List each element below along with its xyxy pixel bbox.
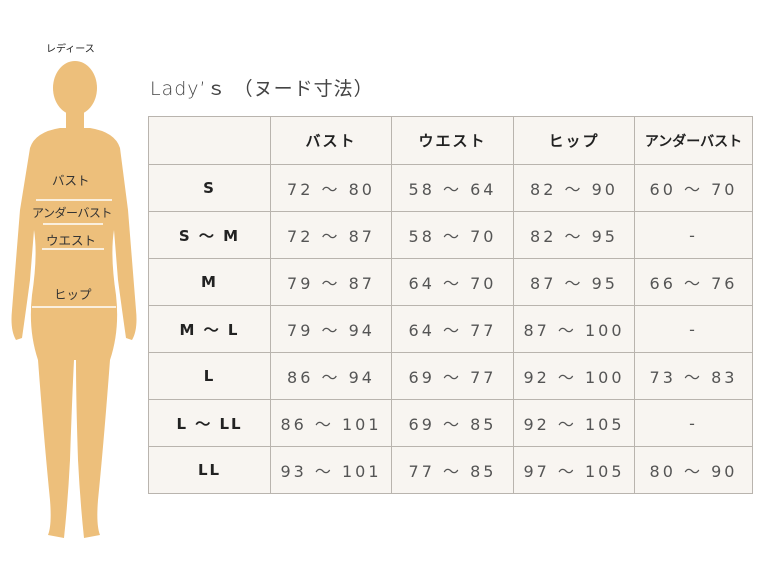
- table-row: LL 93 ～ 101 77 ～ 85 97 ～ 105 80 ～ 90: [148, 446, 753, 494]
- header-hip: ヒップ: [513, 116, 635, 165]
- cell-hip: 87 ～ 95: [513, 258, 635, 306]
- cell-hip: 97 ～ 105: [513, 446, 635, 494]
- label-bust: バスト: [52, 173, 90, 188]
- cell-bust: 72 ～ 80: [270, 164, 392, 212]
- body-silhouette-icon: [11, 61, 137, 538]
- page-title: Lady’ｓ （ヌード寸法）: [150, 78, 374, 100]
- cell-hip: 82 ～ 90: [513, 164, 635, 212]
- cell-underbust: 80 ～ 90: [634, 446, 753, 494]
- cell-hip: 92 ～ 105: [513, 399, 635, 447]
- cell-waist: 64 ～ 70: [391, 258, 514, 306]
- cell-waist: 58 ～ 64: [391, 164, 514, 212]
- cell-size: LL: [148, 446, 271, 494]
- cell-underbust: 60 ～ 70: [634, 164, 753, 212]
- cell-waist: 77 ～ 85: [391, 446, 514, 494]
- cell-bust: 79 ～ 94: [270, 305, 392, 353]
- table-header-row: バスト ウエスト ヒップ アンダーバスト: [148, 116, 753, 165]
- cell-underbust: -: [634, 211, 753, 259]
- label-hip: ヒップ: [54, 287, 92, 302]
- cell-size: M: [148, 258, 271, 306]
- table-row: S 72 ～ 80 58 ～ 64 82 ～ 90 60 ～ 70: [148, 164, 753, 212]
- cell-hip: 87 ～ 100: [513, 305, 635, 353]
- table-row: M ～ L 79 ～ 94 64 ～ 77 87 ～ 100-: [148, 305, 753, 353]
- cell-hip: 92 ～ 100: [513, 352, 635, 400]
- table-row: S ～ M 72 ～ 87 58 ～ 70 82 ～ 95-: [148, 211, 753, 259]
- body-silhouette: バスト アンダーバスト ウエスト ヒップ: [0, 60, 150, 560]
- cell-waist: 58 ～ 70: [391, 211, 514, 259]
- cell-hip: 82 ～ 95: [513, 211, 635, 259]
- header-underbust: アンダーバスト: [634, 116, 753, 165]
- cell-underbust: 73 ～ 83: [634, 352, 753, 400]
- cell-underbust: 66 ～ 76: [634, 258, 753, 306]
- label-waist: ウエスト: [46, 233, 97, 248]
- cell-underbust: -: [634, 305, 753, 353]
- cell-size: S ～ M: [148, 211, 271, 259]
- cell-size: L ～ LL: [148, 399, 271, 447]
- cell-size: M ～ L: [148, 305, 271, 353]
- cell-size: L: [148, 352, 271, 400]
- cell-waist: 69 ～ 77: [391, 352, 514, 400]
- cell-waist: 64 ～ 77: [391, 305, 514, 353]
- cell-underbust: -: [634, 399, 753, 447]
- table-row: L 86 ～ 94 69 ～ 77 92 ～ 100 73 ～ 83: [148, 352, 753, 400]
- header-empty: [148, 116, 271, 165]
- cell-bust: 86 ～ 101: [270, 399, 392, 447]
- size-table: バスト ウエスト ヒップ アンダーバスト S 72 ～ 80 58 ～ 64 82 ～…: [148, 116, 753, 494]
- cell-size: S: [148, 164, 271, 212]
- cell-waist: 69 ～ 85: [391, 399, 514, 447]
- cell-bust: 72 ～ 87: [270, 211, 392, 259]
- cell-bust: 79 ～ 87: [270, 258, 392, 306]
- cell-bust: 86 ～ 94: [270, 352, 392, 400]
- header-bust: バスト: [270, 116, 392, 165]
- label-underbust: アンダーバスト: [32, 206, 112, 220]
- figure-title: レディース: [46, 44, 95, 55]
- cell-bust: 93 ～ 101: [270, 446, 392, 494]
- header-waist: ウエスト: [391, 116, 514, 165]
- table-row: L ～ LL 86 ～ 101 69 ～ 85 92 ～ 105-: [148, 399, 753, 447]
- table-row: M 79 ～ 87 64 ～ 70 87 ～ 95 66 ～ 76: [148, 258, 753, 306]
